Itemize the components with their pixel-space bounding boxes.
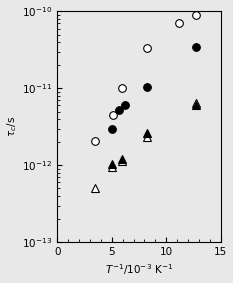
X-axis label: $T^{-1}$/10$^{-3}$ K$^{-1}$: $T^{-1}$/10$^{-3}$ K$^{-1}$ [105, 263, 173, 277]
Y-axis label: $\tau_c$/s: $\tau_c$/s [6, 116, 19, 137]
